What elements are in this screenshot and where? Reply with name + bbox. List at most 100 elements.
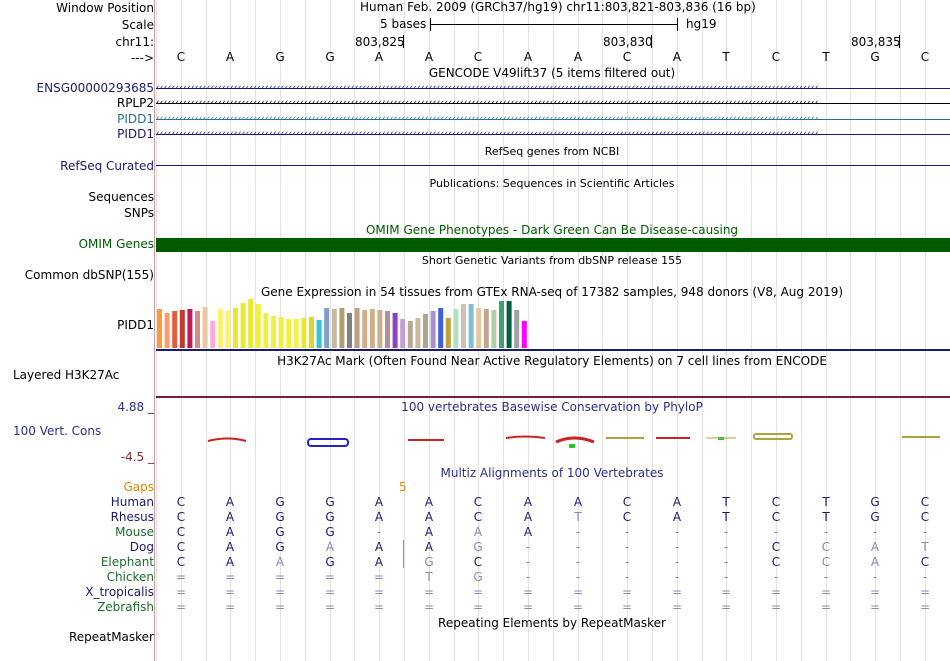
refseq-line[interactable]: [156, 165, 950, 166]
gtex-bar[interactable]: [354, 308, 360, 348]
alignment-base: =: [720, 585, 732, 599]
gtex-bar[interactable]: [362, 310, 368, 348]
gtex-bar[interactable]: [415, 318, 421, 348]
alignment-base: =: [820, 600, 832, 614]
gene-track-line[interactable]: [156, 134, 950, 135]
gtex-bar[interactable]: [157, 309, 162, 348]
track-label-cons[interactable]: 100 Vert. Cons: [13, 424, 102, 438]
gtex-bar[interactable]: [483, 309, 489, 348]
grid-line: [850, 0, 851, 661]
species-label[interactable]: Zebrafish: [97, 600, 154, 614]
species-label[interactable]: Mouse: [115, 525, 154, 539]
gtex-bar[interactable]: [210, 321, 216, 348]
gene-strand-arrows: ‹‹‹‹‹‹‹‹‹‹‹‹‹‹‹‹‹‹‹‹‹‹‹‹‹‹‹‹‹‹‹‹‹‹‹‹‹‹‹‹…: [156, 98, 819, 108]
alignment-base: C: [920, 495, 930, 509]
gtex-bar[interactable]: [369, 309, 375, 348]
gtex-bar[interactable]: [514, 310, 520, 348]
track-label-gtex[interactable]: PIDD1: [117, 318, 154, 332]
gtex-bar[interactable]: [240, 303, 246, 348]
species-label[interactable]: Elephant: [100, 555, 154, 569]
gtex-bar[interactable]: [423, 314, 428, 348]
alignment-base: T: [822, 510, 830, 524]
gtex-bar[interactable]: [377, 310, 383, 348]
gtex-bar[interactable]: [392, 313, 398, 348]
label-gaps: Gaps: [123, 480, 154, 494]
gtex-bar[interactable]: [248, 299, 254, 348]
track-label-refseq[interactable]: RefSeq Curated: [60, 159, 154, 173]
alignment-base: =: [869, 600, 881, 614]
track-label-omim[interactable]: OMIM Genes: [78, 237, 154, 251]
alignment-base: =: [175, 585, 187, 599]
gtex-bar[interactable]: [476, 308, 482, 348]
gtex-bar[interactable]: [172, 311, 178, 348]
alignment-base: -: [525, 570, 531, 584]
gene-label-rplp2[interactable]: RPLP2: [116, 96, 154, 110]
alignment-base: T: [425, 570, 433, 584]
alignment-base: =: [671, 585, 683, 599]
gtex-bar[interactable]: [491, 310, 497, 348]
gtex-bar[interactable]: [506, 301, 512, 348]
gtex-bar[interactable]: [461, 304, 466, 348]
gtex-bar[interactable]: [324, 308, 330, 348]
gene-label-pidd1-b[interactable]: PIDD1: [117, 127, 154, 141]
gtex-bar[interactable]: [217, 309, 223, 348]
species-label[interactable]: X_tropicalis: [85, 585, 154, 599]
gtex-bar[interactable]: [286, 319, 292, 348]
gtex-bar[interactable]: [339, 308, 345, 348]
alignment-base: -: [674, 555, 680, 569]
gtex-bar[interactable]: [179, 310, 185, 348]
species-label[interactable]: Chicken: [106, 570, 154, 584]
track-label-repeatmasker[interactable]: RepeatMasker: [68, 630, 154, 644]
species-label[interactable]: Dog: [129, 540, 154, 554]
alignment-base: G: [424, 555, 434, 569]
gtex-bar[interactable]: [293, 319, 299, 348]
track-label-h3k27ac[interactable]: Layered H3K27Ac: [13, 368, 120, 382]
gene-label-pidd1-a[interactable]: PIDD1: [117, 112, 154, 126]
gtex-bar[interactable]: [407, 321, 413, 348]
gene-track-line[interactable]: [156, 119, 950, 120]
species-label[interactable]: Human: [110, 495, 154, 509]
gtex-bar[interactable]: [278, 317, 284, 348]
gtex-bar[interactable]: [438, 308, 444, 348]
gtex-bar[interactable]: [331, 309, 337, 348]
gtex-bar[interactable]: [263, 313, 269, 348]
species-label[interactable]: Rhesus: [110, 510, 154, 524]
gene-track-line[interactable]: [156, 103, 950, 104]
gtex-bar[interactable]: [468, 304, 474, 348]
gtex-bar[interactable]: [271, 316, 276, 348]
tick-2: [651, 35, 652, 48]
alignment-base: A: [424, 540, 434, 554]
gtex-bar[interactable]: [164, 313, 170, 348]
track-label-snps[interactable]: SNPs: [124, 206, 154, 220]
gtex-bar[interactable]: [430, 311, 436, 348]
gtex-bar[interactable]: [521, 321, 527, 348]
gtex-bar[interactable]: [255, 304, 261, 348]
gtex-bar[interactable]: [233, 308, 238, 348]
track-label-sequences[interactable]: Sequences: [88, 190, 154, 204]
grid-line: [255, 0, 256, 661]
gtex-bar[interactable]: [309, 317, 314, 348]
alignment-base: A: [424, 525, 434, 539]
scale-text: 5 bases: [380, 17, 427, 31]
gene-track-line[interactable]: [156, 88, 950, 89]
gtex-bar[interactable]: [347, 313, 352, 348]
gtex-bar[interactable]: [301, 318, 307, 348]
gene-label-ensg[interactable]: ENSG00000293685: [36, 81, 154, 95]
gtex-bar[interactable]: [225, 311, 231, 348]
gtex-bar[interactable]: [316, 320, 322, 348]
gtex-bar[interactable]: [195, 311, 200, 348]
alignment-base: =: [770, 600, 782, 614]
omim-bar[interactable]: [156, 238, 950, 252]
gtex-bar[interactable]: [385, 311, 390, 348]
gtex-bar[interactable]: [453, 309, 459, 348]
assembly-text: hg19: [686, 17, 717, 31]
gtex-bar[interactable]: [445, 318, 451, 348]
alignment-base: -: [872, 525, 878, 539]
gtex-bar[interactable]: [400, 319, 406, 348]
gtex-bar[interactable]: [187, 309, 193, 348]
gtex-bar[interactable]: [499, 301, 504, 348]
track-label-dbsnp[interactable]: Common dbSNP(155): [24, 268, 154, 282]
grid-line: [652, 0, 653, 661]
gtex-bar[interactable]: [202, 307, 208, 348]
